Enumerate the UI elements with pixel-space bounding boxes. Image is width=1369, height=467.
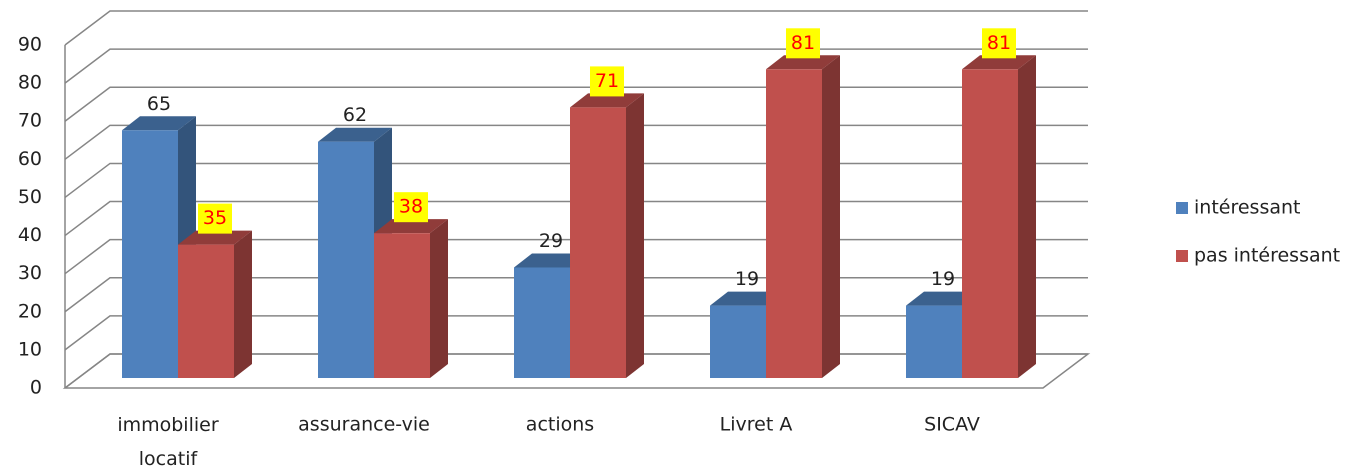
bar-top bbox=[962, 55, 1036, 70]
value-label: 29 bbox=[539, 230, 563, 252]
x-tick-label: Livret A bbox=[720, 414, 793, 436]
bar bbox=[570, 93, 644, 379]
bar-top bbox=[570, 93, 644, 108]
bar-top bbox=[514, 253, 588, 268]
value-label-box bbox=[786, 28, 820, 59]
y-tick-label: 90 bbox=[18, 34, 42, 56]
value-label: 19 bbox=[735, 268, 759, 290]
bar-top bbox=[710, 291, 784, 306]
value-label-box bbox=[982, 28, 1016, 59]
bar-side bbox=[626, 93, 644, 379]
x-tick-label-line: locatif bbox=[139, 448, 199, 467]
bar-front bbox=[178, 244, 234, 378]
bar-front bbox=[122, 130, 178, 378]
legend-swatch bbox=[1176, 250, 1188, 262]
bar bbox=[374, 219, 448, 378]
bar-front bbox=[374, 233, 430, 378]
value-label-box bbox=[590, 66, 624, 97]
grid-line bbox=[64, 238, 1088, 275]
value-label: 62 bbox=[343, 104, 367, 126]
y-tick-label: 0 bbox=[30, 377, 42, 399]
y-tick-label: 80 bbox=[18, 72, 42, 94]
value-label-box bbox=[394, 192, 428, 223]
value-label: 19 bbox=[931, 268, 955, 290]
value-label: 35 bbox=[203, 207, 227, 229]
bar-side bbox=[1018, 55, 1036, 379]
bar-side bbox=[430, 219, 448, 378]
grid-line bbox=[64, 48, 1088, 84]
legend-label: pas intéressant bbox=[1194, 245, 1340, 267]
y-tick-label: 40 bbox=[18, 224, 42, 246]
bar-side bbox=[822, 55, 840, 379]
x-tick-label: SICAV bbox=[924, 414, 980, 436]
bar-front bbox=[906, 305, 962, 378]
grid-line bbox=[64, 162, 1088, 199]
bar bbox=[318, 127, 392, 378]
y-tick-label: 10 bbox=[18, 338, 42, 360]
bar-front bbox=[514, 267, 570, 378]
bar bbox=[178, 230, 252, 378]
bar-top bbox=[318, 127, 392, 142]
bar bbox=[766, 55, 840, 379]
bar-top bbox=[122, 116, 196, 131]
bar bbox=[962, 55, 1036, 379]
bar-front bbox=[570, 107, 626, 379]
bar-front bbox=[766, 69, 822, 379]
bar-front bbox=[318, 141, 374, 378]
value-label: 81 bbox=[791, 32, 815, 54]
value-label-box bbox=[198, 203, 232, 234]
grid-line bbox=[64, 10, 1088, 46]
y-tick-label: 60 bbox=[18, 148, 42, 170]
value-label: 38 bbox=[399, 196, 423, 218]
legend-swatch bbox=[1176, 202, 1188, 214]
bar-top bbox=[906, 291, 980, 306]
bar-front bbox=[710, 305, 766, 378]
x-tick-label: actions bbox=[526, 414, 594, 436]
bar-top bbox=[766, 55, 840, 70]
bar-top bbox=[374, 219, 448, 234]
bar-side bbox=[234, 230, 252, 378]
y-tick-label: 70 bbox=[18, 110, 42, 132]
bar-front bbox=[962, 69, 1018, 379]
y-tick-label: 30 bbox=[18, 262, 42, 284]
grid-line bbox=[64, 86, 1088, 122]
value-label: 65 bbox=[147, 93, 171, 115]
bar-top bbox=[178, 230, 252, 245]
grid-line bbox=[64, 200, 1088, 237]
value-label: 81 bbox=[987, 32, 1011, 54]
x-tick-label: assurance-vie bbox=[298, 414, 430, 436]
x-tick-label: immobilier locatif bbox=[117, 414, 219, 467]
grid-line bbox=[64, 277, 1088, 313]
y-tick-label: 50 bbox=[18, 186, 42, 208]
legend-label: intéressant bbox=[1194, 197, 1300, 219]
grid-line bbox=[64, 124, 1088, 160]
y-tick-label: 20 bbox=[18, 300, 42, 322]
x-tick-label-line: immobilier bbox=[117, 414, 219, 436]
value-label: 71 bbox=[595, 70, 619, 92]
